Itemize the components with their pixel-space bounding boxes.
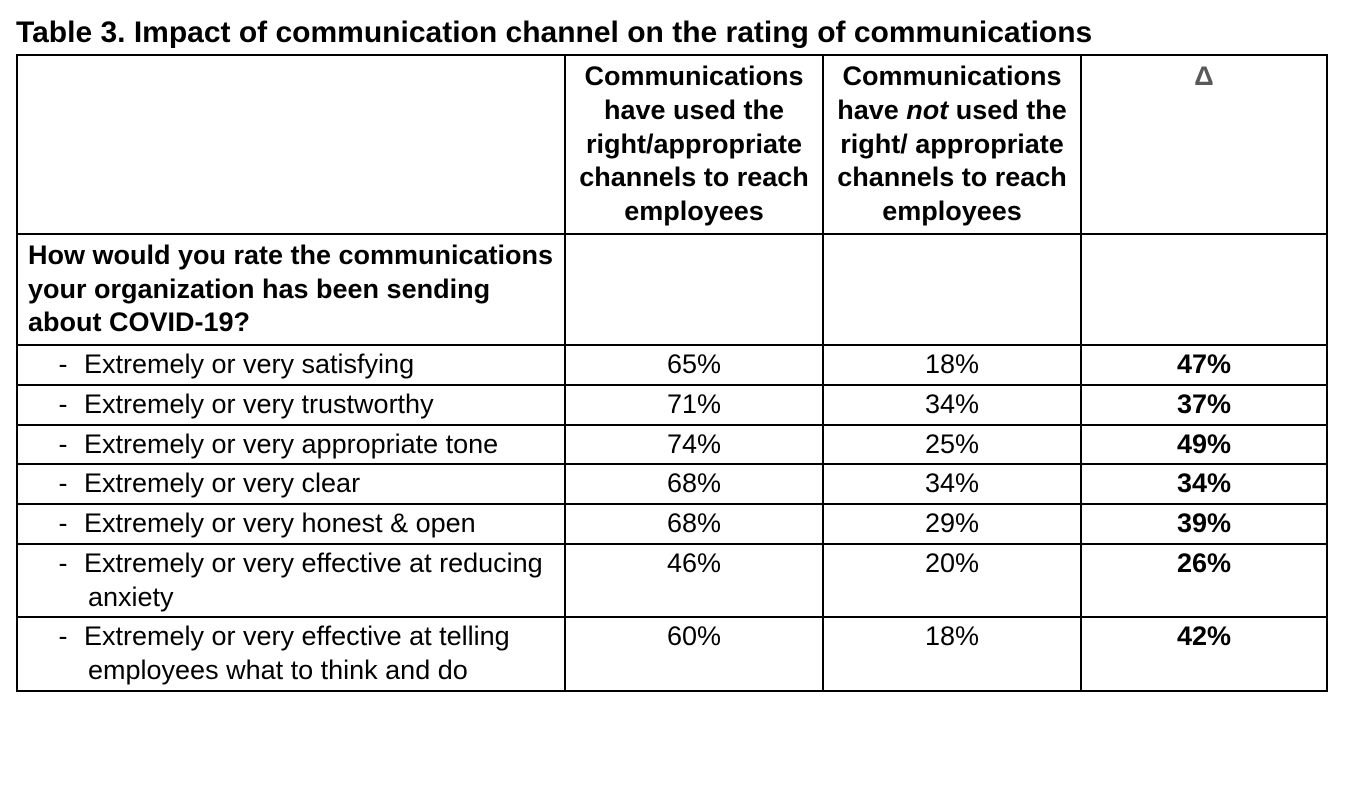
table-row: -Extremely or very honest & open68%29%39… bbox=[17, 504, 1327, 544]
table-row: -Extremely or very effective at reducing… bbox=[17, 544, 1327, 618]
header-not-used: Communications have not used the right/ … bbox=[823, 55, 1081, 234]
cell-delta: 47% bbox=[1081, 345, 1327, 385]
table-title: Table 3. Impact of communication channel… bbox=[16, 16, 1330, 50]
question-blank-3 bbox=[1081, 234, 1327, 345]
dash-icon: - bbox=[42, 507, 84, 541]
dash-icon: - bbox=[42, 348, 84, 382]
cell-not-used: 20% bbox=[823, 544, 1081, 618]
cell-not-used: 18% bbox=[823, 617, 1081, 691]
cell-not-used: 25% bbox=[823, 425, 1081, 465]
cell-used: 68% bbox=[565, 504, 823, 544]
cell-delta: 49% bbox=[1081, 425, 1327, 465]
cell-delta: 34% bbox=[1081, 464, 1327, 504]
cell-not-used: 18% bbox=[823, 345, 1081, 385]
cell-used: 46% bbox=[565, 544, 823, 618]
cell-not-used: 34% bbox=[823, 385, 1081, 425]
table-row: -Extremely or very clear68%34%34% bbox=[17, 464, 1327, 504]
row-label-text: Extremely or very satisfying bbox=[84, 349, 414, 379]
table-body: How would you rate the communications yo… bbox=[17, 234, 1327, 691]
dash-icon: - bbox=[42, 547, 84, 581]
cell-not-used: 29% bbox=[823, 504, 1081, 544]
row-label: -Extremely or very satisfying bbox=[17, 345, 565, 385]
dash-icon: - bbox=[42, 467, 84, 501]
row-label-text: Extremely or very appropriate tone bbox=[84, 429, 498, 459]
cell-used: 74% bbox=[565, 425, 823, 465]
table-row: -Extremely or very appropriate tone74%25… bbox=[17, 425, 1327, 465]
table-row: -Extremely or very trustworthy71%34%37% bbox=[17, 385, 1327, 425]
header-used: Communications have used the right/appro… bbox=[565, 55, 823, 234]
header-not-used-italic: not bbox=[906, 95, 948, 125]
question-text: How would you rate the communications yo… bbox=[17, 234, 565, 345]
cell-delta: 39% bbox=[1081, 504, 1327, 544]
row-label-text: Extremely or very honest & open bbox=[84, 508, 476, 538]
question-row: How would you rate the communications yo… bbox=[17, 234, 1327, 345]
cell-used: 65% bbox=[565, 345, 823, 385]
question-blank-2 bbox=[823, 234, 1081, 345]
row-label: -Extremely or very trustworthy bbox=[17, 385, 565, 425]
table-row: -Extremely or very satisfying65%18%47% bbox=[17, 345, 1327, 385]
header-delta: Δ bbox=[1081, 55, 1327, 234]
cell-delta: 26% bbox=[1081, 544, 1327, 618]
row-label: -Extremely or very effective at reducing… bbox=[17, 544, 565, 618]
row-label: -Extremely or very honest & open bbox=[17, 504, 565, 544]
cell-used: 71% bbox=[565, 385, 823, 425]
cell-not-used: 34% bbox=[823, 464, 1081, 504]
header-blank bbox=[17, 55, 565, 234]
question-blank-1 bbox=[565, 234, 823, 345]
row-label: -Extremely or very clear bbox=[17, 464, 565, 504]
row-label: -Extremely or very appropriate tone bbox=[17, 425, 565, 465]
cell-used: 60% bbox=[565, 617, 823, 691]
dash-icon: - bbox=[42, 620, 84, 654]
row-label: -Extremely or very effective at telling … bbox=[17, 617, 565, 691]
header-row: Communications have used the right/appro… bbox=[17, 55, 1327, 234]
row-label-text: Extremely or very clear bbox=[84, 468, 360, 498]
cell-used: 68% bbox=[565, 464, 823, 504]
cell-delta: 42% bbox=[1081, 617, 1327, 691]
delta-symbol: Δ bbox=[1194, 61, 1213, 91]
dash-icon: - bbox=[42, 388, 84, 422]
dash-icon: - bbox=[42, 428, 84, 462]
cell-delta: 37% bbox=[1081, 385, 1327, 425]
table-row: -Extremely or very effective at telling … bbox=[17, 617, 1327, 691]
row-label-text: Extremely or very effective at telling e… bbox=[84, 621, 510, 685]
row-label-text: Extremely or very effective at reducing … bbox=[84, 548, 543, 612]
data-table: Communications have used the right/appro… bbox=[16, 54, 1328, 692]
row-label-text: Extremely or very trustworthy bbox=[84, 389, 434, 419]
